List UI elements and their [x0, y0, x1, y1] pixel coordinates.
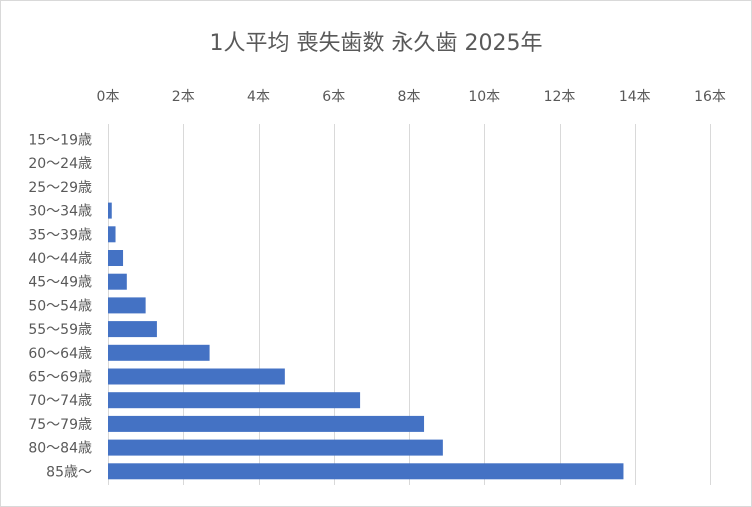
category-label: 35～39歳	[28, 227, 92, 243]
bar	[108, 273, 127, 290]
category-label: 20～24歳	[28, 156, 92, 172]
bar	[108, 321, 157, 338]
category-label: 25～29歳	[28, 180, 92, 196]
x-tick-label: 0本	[97, 89, 120, 105]
category-label: 75～79歳	[28, 417, 92, 433]
bar	[108, 344, 210, 361]
category-label: 45～49歳	[28, 275, 92, 291]
category-label: 60～64歳	[28, 346, 92, 362]
category-label: 40～44歳	[28, 251, 92, 267]
x-tick-label: 6本	[322, 89, 345, 105]
bar	[108, 439, 443, 456]
bar	[108, 415, 425, 432]
category-label: 50～54歳	[28, 298, 92, 314]
category-labels: 15～19歳 20～24歳 25～29歳 30～34歳 35～39歳 40～44歳 45～4…	[28, 133, 92, 481]
category-label: 15～19歳	[28, 133, 92, 149]
bar	[108, 392, 361, 409]
bar	[108, 297, 146, 314]
bar	[108, 250, 124, 266]
x-tick-label: 12本	[544, 89, 576, 105]
bar	[108, 463, 624, 480]
category-label: 65～69歳	[28, 370, 92, 386]
x-tick-label: 4本	[247, 89, 270, 105]
bar	[108, 368, 285, 385]
category-label: 30～34歳	[28, 204, 92, 220]
x-tick-label: 10本	[468, 89, 500, 105]
category-label: 70～74歳	[28, 393, 92, 409]
x-tick-label: 14本	[619, 89, 651, 105]
bar	[108, 202, 112, 219]
x-axis-ticks: 0本 2本 4本 6本 8本 10本 12本 14本 16本	[97, 89, 726, 105]
category-label: 55～59歳	[28, 322, 92, 338]
x-tick-label: 2本	[172, 89, 195, 105]
x-tick-label: 16本	[694, 89, 726, 105]
category-label: 80～84歳	[28, 441, 92, 457]
x-tick-label: 8本	[398, 89, 421, 105]
chart-title: 1人平均 喪失歯数 永久歯 2025年	[210, 31, 543, 56]
bar	[108, 226, 116, 243]
bars	[108, 202, 624, 480]
category-label: 85歳～	[46, 464, 92, 480]
